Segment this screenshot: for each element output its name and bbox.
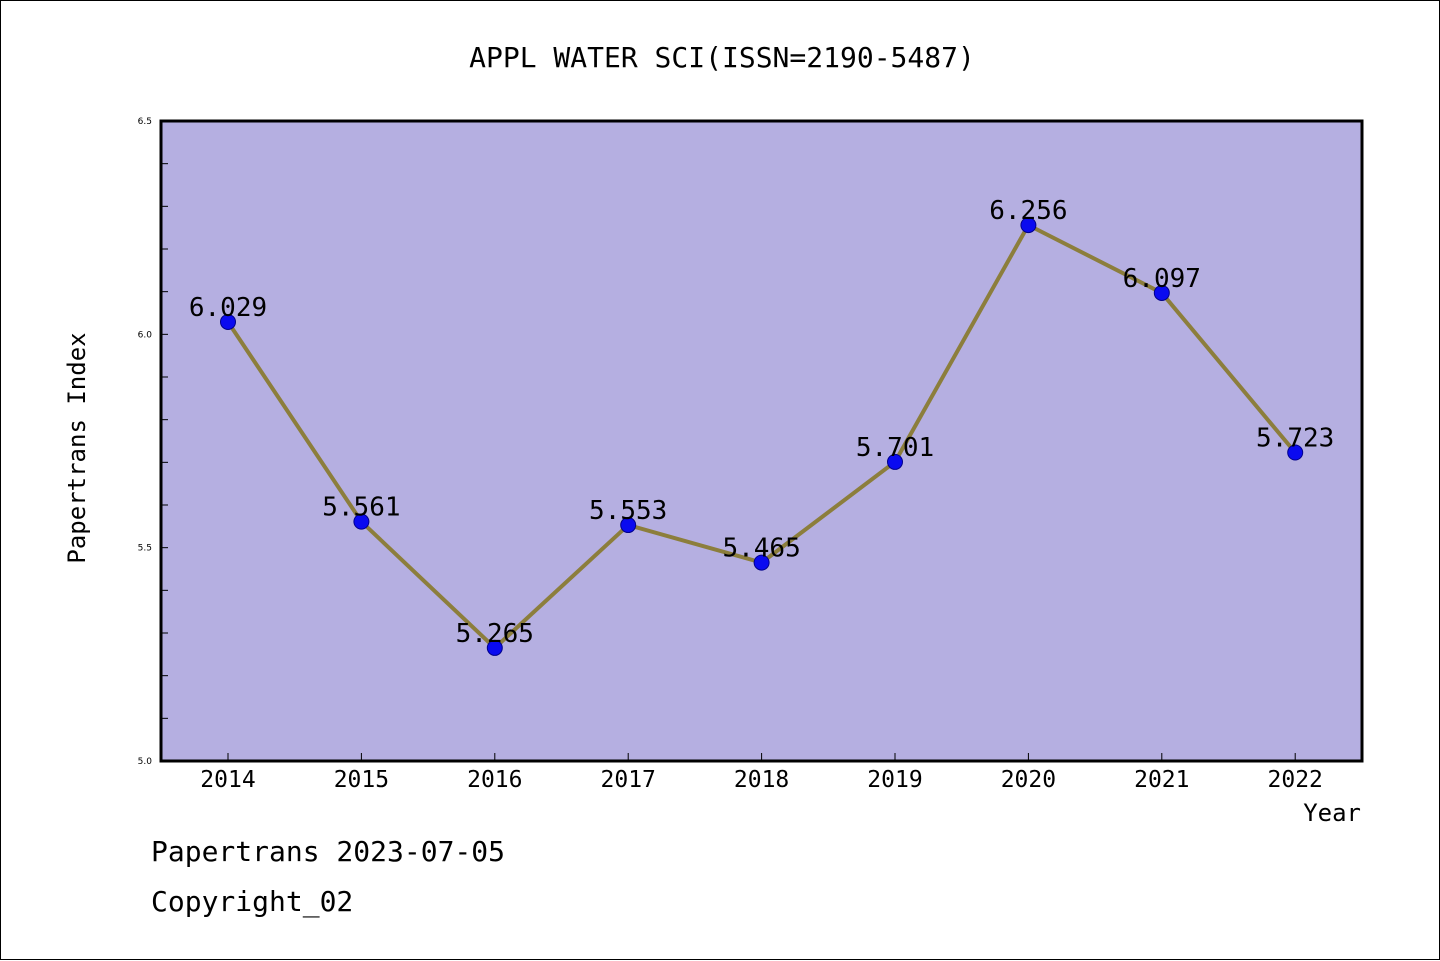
plot-area xyxy=(159,119,1364,763)
data-markers xyxy=(220,217,1304,656)
data-label: 5.701 xyxy=(856,433,934,463)
x-tick-label: 2016 xyxy=(467,767,522,793)
data-point xyxy=(220,313,236,330)
x-tick-label: 2022 xyxy=(1268,767,1323,793)
x-tick-label: 2019 xyxy=(867,767,922,793)
data-label: 6.097 xyxy=(1123,264,1201,294)
x-tick-label: 2018 xyxy=(734,767,789,793)
data-point xyxy=(1153,284,1170,301)
x-tick-label: 2020 xyxy=(1001,767,1056,793)
footer-copyright-line: Copyright_02 xyxy=(151,885,354,918)
data-point xyxy=(1287,444,1304,461)
y-tick-label: 5.0 xyxy=(138,757,153,767)
y-tick-label: 6.5 xyxy=(138,117,152,127)
x-axis-label: Year xyxy=(1303,799,1361,827)
data-point xyxy=(753,554,770,571)
x-axis: 2014 2015 2016 2017 2018 2019 2020 2021 2022 xyxy=(200,753,1323,793)
x-tick-label: 2021 xyxy=(1134,767,1189,793)
footer-date-line: Papertrans 2023-07-05 xyxy=(151,835,506,868)
data-point xyxy=(1020,217,1037,234)
data-label: 5.561 xyxy=(322,493,400,523)
data-point xyxy=(353,513,370,530)
data-label: 5.723 xyxy=(1256,424,1334,454)
chart-title: APPL WATER SCI(ISSN=2190-5487) xyxy=(469,41,975,74)
data-label: 5.465 xyxy=(722,534,800,564)
y-axis-label: Papertrans Index xyxy=(63,332,91,563)
data-point xyxy=(620,517,637,534)
data-point xyxy=(486,639,503,656)
x-tick-label: 2014 xyxy=(200,767,255,793)
data-labels: 6.029 5.561 5.265 5.553 5.465 5.701 6.256 6.097… xyxy=(189,196,1334,649)
x-tick-label: 2015 xyxy=(334,767,389,793)
y-axis: 5.0 5.5 6.0 6.5 xyxy=(138,117,168,767)
y-tick-label: 6.0 xyxy=(138,330,153,340)
x-tick-label: 2017 xyxy=(601,767,656,793)
data-point xyxy=(887,453,903,470)
y-tick-label: 5.5 xyxy=(138,544,152,554)
data-label: 5.265 xyxy=(456,619,534,649)
data-label: 6.029 xyxy=(189,293,267,323)
data-label: 6.256 xyxy=(989,196,1067,226)
data-label: 5.553 xyxy=(589,496,667,526)
